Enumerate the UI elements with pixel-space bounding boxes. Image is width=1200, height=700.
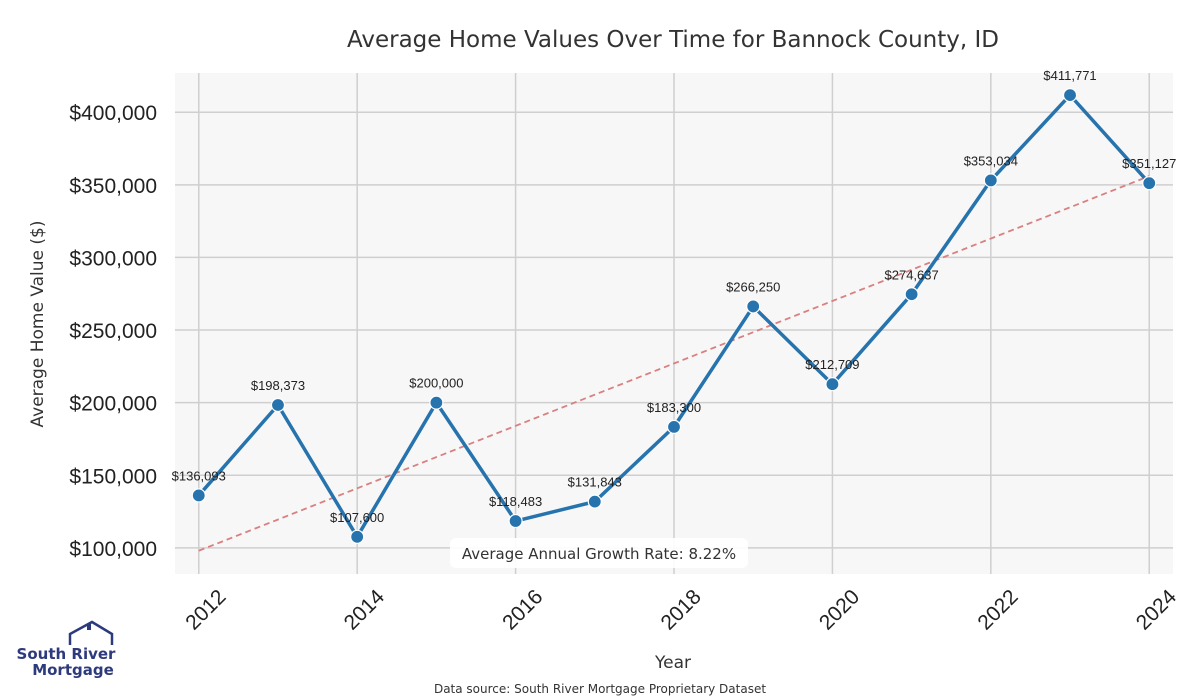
data-point	[746, 299, 761, 314]
data-point	[825, 377, 840, 392]
x-tick-label: 2024	[1132, 585, 1182, 635]
data-point	[429, 395, 444, 410]
data-label: $118,483	[489, 494, 542, 509]
chart-title: Average Home Values Over Time for Bannoc…	[347, 27, 999, 53]
data-points	[191, 88, 1157, 544]
annotation-text: Average Annual Growth Rate: 8.22%	[462, 545, 736, 563]
data-point	[270, 397, 286, 413]
company-logo: South River Mortgage	[17, 620, 117, 679]
y-tick-label: $200,000	[69, 393, 157, 416]
y-axis-label: Average Home Value ($)	[28, 221, 48, 428]
data-point	[983, 173, 998, 188]
y-axis-ticks: $100,000 $150,000 $200,000 $250,000 $300,000…	[69, 102, 157, 561]
annotation-box	[450, 538, 748, 568]
data-point	[904, 287, 919, 302]
data-label: $107,600	[330, 510, 384, 525]
data-point	[1142, 176, 1157, 191]
grid	[175, 73, 1173, 574]
data-labels: $136,093 $198,373 $107,600 $200,000 $118,483…	[172, 68, 1177, 525]
house-icon	[68, 620, 114, 645]
data-point	[666, 419, 682, 434]
chimney-icon	[87, 624, 91, 630]
x-tick-label: 2012	[181, 585, 230, 634]
logo-line1: South River	[17, 645, 117, 663]
x-axis-ticks: 2012 2014 2016 2018 2020 2022 2024	[181, 585, 1181, 635]
data-point	[508, 513, 523, 529]
data-label: $411,771	[1043, 68, 1096, 83]
data-label: $183,300	[647, 400, 701, 415]
data-label: $198,373	[251, 378, 305, 393]
data-label: $131,843	[568, 475, 622, 490]
y-tick-label: $350,000	[69, 175, 157, 198]
x-tick-label: 2018	[657, 585, 706, 634]
y-tick-label: $150,000	[69, 465, 157, 488]
x-axis-label: Year	[654, 653, 691, 673]
data-label: $351,127	[1122, 156, 1176, 171]
x-tick-label: 2020	[815, 585, 864, 634]
data-point	[191, 488, 206, 503]
data-point	[350, 529, 365, 544]
x-tick-label: 2014	[340, 585, 390, 635]
trendline	[198, 175, 1150, 552]
data-label: $266,250	[726, 279, 780, 294]
y-tick-label: $250,000	[69, 320, 157, 343]
source-note: Data source: South River Mortgage Propri…	[434, 682, 766, 696]
y-tick-label: $400,000	[69, 102, 157, 125]
x-tick-label: 2022	[973, 585, 1022, 634]
data-label: $136,093	[172, 468, 226, 483]
logo-line2: Mortgage	[32, 661, 114, 679]
data-label: $274,637	[885, 267, 939, 282]
x-tick-label: 2016	[498, 585, 547, 634]
data-point	[587, 494, 602, 509]
data-label: $200,000	[409, 376, 463, 391]
y-tick-label: $300,000	[69, 247, 157, 270]
data-label: $353,034	[964, 153, 1018, 168]
growth-annotation: Average Annual Growth Rate: 8.22%	[450, 538, 748, 568]
data-point	[1062, 88, 1078, 103]
y-tick-label: $100,000	[69, 538, 157, 561]
data-label: $212,709	[805, 357, 859, 372]
